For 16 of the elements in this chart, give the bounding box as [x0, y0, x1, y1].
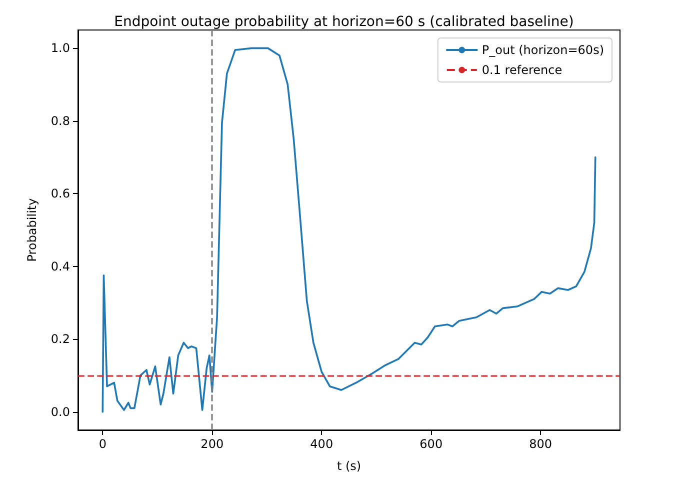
y-tick-label: 0.4 [50, 259, 70, 274]
y-tick-label: 0.6 [50, 186, 70, 201]
x-tick-label: 600 [420, 437, 443, 451]
x-axis-title: t (s) [336, 459, 362, 473]
y-axis-title: Probability [25, 198, 39, 262]
y-tick-label: 1.0 [50, 41, 70, 56]
x-tick-label: 200 [200, 437, 224, 451]
x-tick-label: 400 [310, 437, 334, 451]
chart-title: Endpoint outage probability at horizon=60 s (calibrated baseline) [114, 14, 574, 30]
y-tick-label: 0.8 [50, 114, 70, 128]
legend-label: 0.1 reference [482, 63, 562, 77]
y-tick-label: 0.2 [50, 332, 70, 346]
x-tick-label: 0 [98, 437, 106, 451]
y-tick-label: 0.0 [50, 404, 70, 419]
legend-label: P_out (horizon=60s) [482, 43, 604, 57]
x-tick-label: 800 [529, 437, 552, 451]
